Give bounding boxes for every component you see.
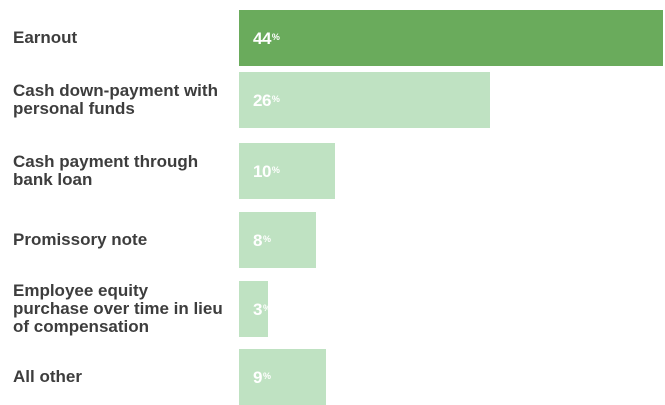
data-label: 3%	[253, 299, 271, 319]
category-label: Earnout	[13, 28, 78, 47]
category-label: Promissory note	[13, 230, 148, 249]
data-label-value: 10	[253, 161, 271, 181]
data-label: 26%	[253, 90, 280, 110]
bar-row: Earnout 44%	[0, 10, 665, 66]
bar: 44%	[239, 10, 663, 66]
bar-row: Employee equity purchase over time in li…	[0, 281, 665, 337]
data-label: 9%	[253, 367, 271, 387]
data-label: 8%	[253, 230, 271, 250]
data-label-value: 9	[253, 367, 262, 387]
bar-row: Cash down-payment with personal funds 26%	[0, 72, 665, 128]
category-label: Employee equity purchase over time in li…	[13, 281, 223, 336]
bar: 10%	[239, 143, 335, 199]
data-label-unit: %	[271, 164, 280, 175]
bar: 26%	[239, 72, 490, 128]
data-label-value: 44	[253, 28, 271, 48]
data-label-value: 3	[253, 299, 262, 319]
data-label-unit: %	[262, 302, 271, 313]
data-label-unit: %	[271, 93, 280, 104]
data-label: 10%	[253, 161, 280, 181]
bar: 9%	[239, 349, 326, 405]
data-label-unit: %	[271, 31, 280, 42]
category-label: Cash payment through bank loan	[13, 152, 199, 189]
bar-row: All other 9%	[0, 349, 665, 405]
bar-row: Promissory note 8%	[0, 212, 665, 268]
data-label-value: 26	[253, 90, 271, 110]
category-label: Cash down-payment with personal funds	[13, 81, 218, 118]
bar-row: Cash payment through bank loan 10%	[0, 143, 665, 199]
category-label: All other	[13, 367, 82, 386]
data-label-value: 8	[253, 230, 262, 250]
bar: 8%	[239, 212, 316, 268]
data-label-unit: %	[262, 370, 271, 381]
data-label: 44%	[253, 28, 280, 48]
bar: 3%	[239, 281, 271, 337]
data-label-unit: %	[262, 233, 271, 244]
